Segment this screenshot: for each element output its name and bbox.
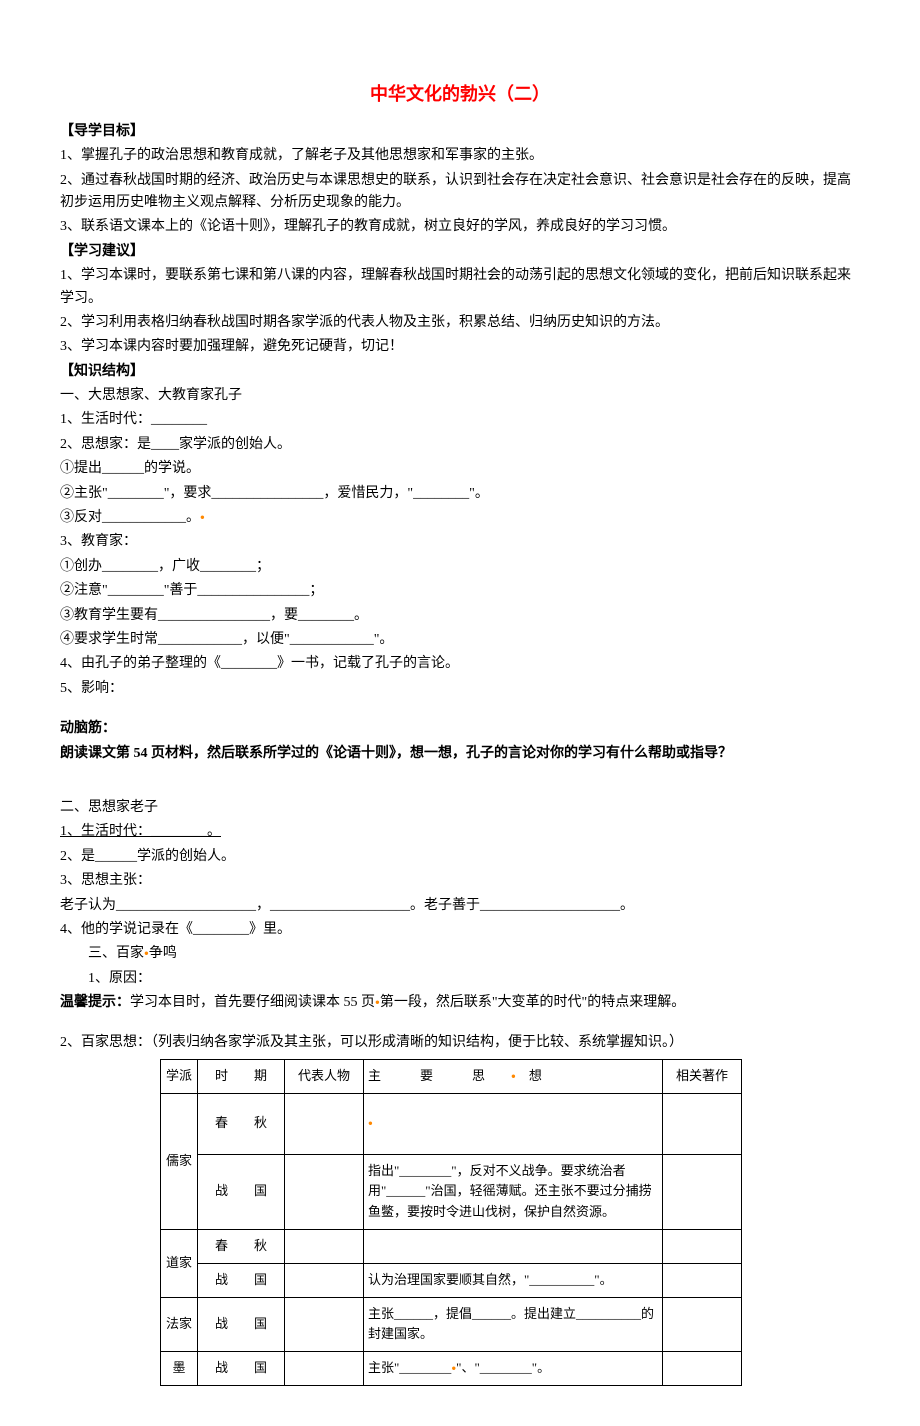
cell-thought: 主张"________●"、"________"。: [364, 1352, 663, 1386]
cell-school: 法家: [161, 1297, 198, 1352]
schools-table: 学派 时 期 代表人物 主 要 思 ● 想 相关著作 儒家 春 秋 ● 战 国 …: [160, 1059, 742, 1386]
advice-item: 1、学习本课时，要联系第七课和第八课的内容，理解春秋战国时期社会的动荡引起的思想…: [60, 265, 860, 310]
part1-line: ②注意"________"善于________________；: [60, 580, 860, 602]
structure-header: 【知识结构】: [60, 364, 144, 379]
cell-period: 战 国: [198, 1352, 285, 1386]
cell-works: [663, 1352, 742, 1386]
goal-item: 2、通过春秋战国时期的经济、政治历史与本课思想史的联系，认识到社会存在决定社会意…: [60, 170, 860, 215]
cell-works: [663, 1154, 742, 1229]
part3-line2: 2、百家思想：（列表归纳各家学派及其主张，可以形成清晰的知识结构，便于比较、系统…: [60, 1032, 860, 1054]
goals-header: 【导学目标】: [60, 124, 144, 139]
cell-thought: 认为治理国家要顺其自然，"__________"。: [364, 1263, 663, 1297]
cell-works: [663, 1230, 742, 1264]
cell-school: 儒家: [161, 1093, 198, 1229]
th-person: 代表人物: [285, 1059, 364, 1093]
cell-period: 战 国: [198, 1154, 285, 1229]
th-thought: 主 要 思 ● 想: [364, 1059, 663, 1093]
cell-person: [285, 1093, 364, 1154]
brain-question: 朗读课文第 54 页材料，然后联系所学过的《论语十则》，想一想，孔子的言论对你的…: [60, 743, 860, 765]
cell-thought: ●: [364, 1093, 663, 1154]
table-row: 法家 战 国 主张______，提倡______。提出建立__________的…: [161, 1297, 742, 1352]
part1-line: 4、由孔子的弟子整理的《________》一书，记载了孔子的言论。: [60, 653, 860, 675]
th-school: 学派: [161, 1059, 198, 1093]
cell-school: 道家: [161, 1230, 198, 1298]
table-header-row: 学派 时 期 代表人物 主 要 思 ● 想 相关著作: [161, 1059, 742, 1093]
cell-person: [285, 1230, 364, 1264]
part1-line: 5、影响：: [60, 678, 860, 700]
cell-thought: [364, 1230, 663, 1264]
part2-line: 4、他的学说记录在《________》里。: [60, 919, 860, 941]
table-row: 道家 春 秋: [161, 1230, 742, 1264]
cell-works: [663, 1263, 742, 1297]
part2-line: 3、思想主张：: [60, 870, 860, 892]
part1-line: ③反对____________。●: [60, 507, 860, 529]
cell-works: [663, 1297, 742, 1352]
brain-header: 动脑筋：: [60, 721, 116, 736]
table-row: 战 国 认为治理国家要顺其自然，"__________"。: [161, 1263, 742, 1297]
cell-school: 墨: [161, 1352, 198, 1386]
cell-period: 战 国: [198, 1263, 285, 1297]
cell-person: [285, 1352, 364, 1386]
advice-item: 2、学习利用表格归纳春秋战国时期各家学派的代表人物及主张，积累总结、归纳历史知识…: [60, 312, 860, 334]
part2-line: 2、是______学派的创始人。: [60, 846, 860, 868]
dot-icon: ●: [511, 1071, 516, 1080]
page-container: 中华文化的勃兴（二） 【导学目标】 1、掌握孔子的政治思想和教育成就，了解老子及…: [0, 0, 920, 1426]
cell-thought: 指出"________"，反对不义战争。要求统治者用"______"治国，轻徭薄…: [364, 1154, 663, 1229]
table-row: 儒家 春 秋 ●: [161, 1093, 742, 1154]
goal-item: 3、联系语文课本上的《论语十则》，理解孔子的教育成就，树立良好的学风，养成良好的…: [60, 216, 860, 238]
cell-thought: 主张______，提倡______。提出建立__________的封建国家。: [364, 1297, 663, 1352]
part1-title: 一、大思想家、大教育家孔子: [60, 385, 860, 407]
part1-line: ①提出______的学说。: [60, 458, 860, 480]
part2-title: 二、思想家老子: [60, 797, 860, 819]
cell-person: [285, 1154, 364, 1229]
advice-item: 3、学习本课内容时要加强理解，避免死记硬背，切记！: [60, 336, 860, 358]
part3-line: 1、原因：: [88, 968, 860, 990]
goal-item: 1、掌握孔子的政治思想和教育成就，了解老子及其他思想家和军事家的主张。: [60, 145, 860, 167]
table-row: 墨 战 国 主张"________●"、"________"。: [161, 1352, 742, 1386]
page-title: 中华文化的勃兴（二）: [60, 80, 860, 109]
part2-line: 老子认为____________________，_______________…: [60, 895, 860, 917]
dot-icon: ●: [451, 1364, 456, 1373]
part3-tip: 温馨提示：学习本目时，首先要仔细阅读课本 55 页●第一段，然后联系"大变革的时…: [60, 992, 860, 1014]
part1-line: ③教育学生要有________________，要________。: [60, 605, 860, 627]
part1-line: ②主张"________"，要求________________，爱惜民力，"_…: [60, 483, 860, 505]
cell-works: [663, 1093, 742, 1154]
table-row: 战 国 指出"________"，反对不义战争。要求统治者用"______"治国…: [161, 1154, 742, 1229]
cell-period: 战 国: [198, 1297, 285, 1352]
part1-line: 2、思想家：是____家学派的创始人。: [60, 434, 860, 456]
cell-person: [285, 1263, 364, 1297]
part1-line: 1、生活时代：________: [60, 409, 860, 431]
dot-icon: ●: [200, 512, 205, 521]
dot-icon: ●: [368, 1119, 373, 1128]
th-period: 时 期: [198, 1059, 285, 1093]
part1-line: 3、教育家：: [60, 531, 860, 553]
cell-period: 春 秋: [198, 1230, 285, 1264]
part3-title: 三、百家●争鸣: [88, 943, 860, 965]
advice-header: 【学习建议】: [60, 244, 144, 259]
cell-person: [285, 1297, 364, 1352]
part1-line: ④要求学生时常____________，以便"____________"。: [60, 629, 860, 651]
part1-line: ①创办________，广收________；: [60, 556, 860, 578]
th-works: 相关著作: [663, 1059, 742, 1093]
cell-period: 春 秋: [198, 1093, 285, 1154]
part2-line: 1、生活时代：________。: [60, 821, 860, 843]
